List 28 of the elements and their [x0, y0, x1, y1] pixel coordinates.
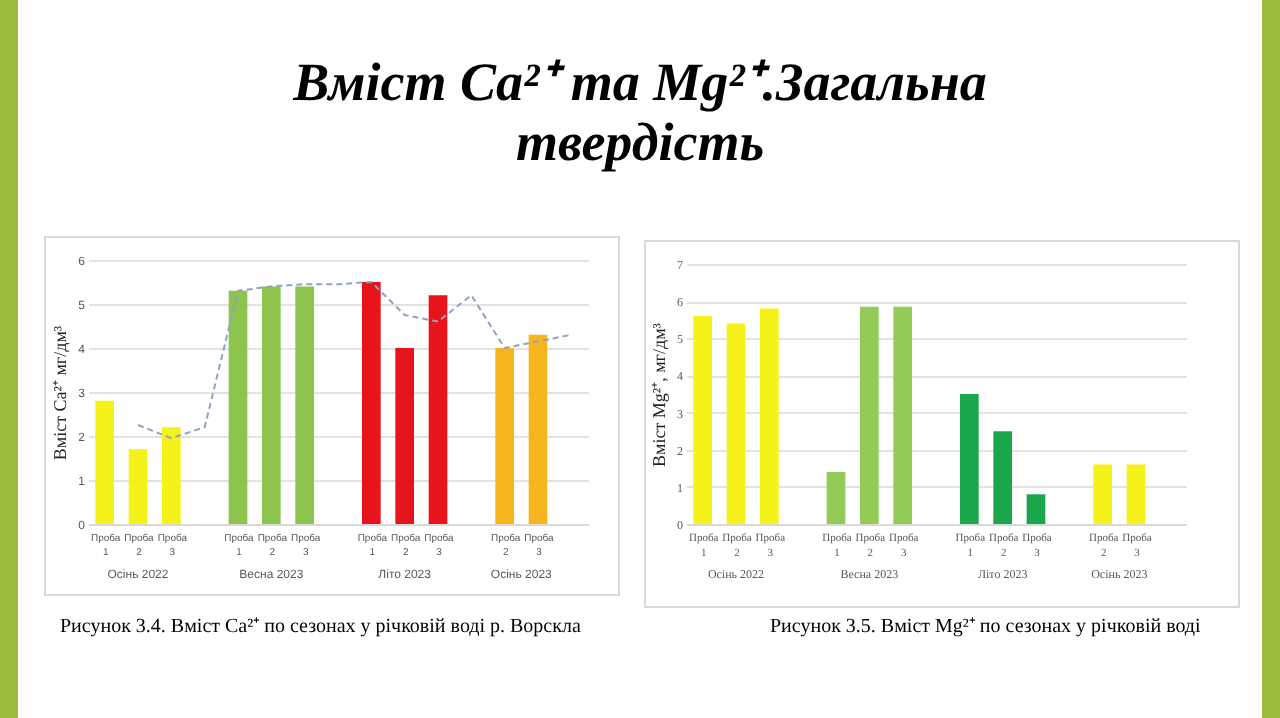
bar [760, 308, 779, 524]
bar [1126, 464, 1146, 524]
bar [726, 323, 746, 524]
y-axis-title: Вміст Mg²⁺, мг/дм³ [649, 322, 669, 467]
text: Рисунок 3.4. Вміст Ca²⁺ по сезонах у річковій воді р. Ворскла [60, 614, 581, 638]
bar [993, 431, 1012, 524]
bar [528, 334, 548, 524]
bar [262, 286, 281, 524]
bar [95, 400, 114, 524]
bar [693, 316, 712, 524]
text: Рисунок 3.5. Вміст Mg²⁺ по сезонах у річковій воді [770, 614, 1201, 638]
bar [826, 472, 846, 524]
bar [960, 394, 979, 524]
bar [228, 290, 248, 524]
y-axis-title: Вміст Ca²⁺ мг/дм³ [50, 325, 71, 461]
bar [128, 449, 148, 524]
bar [162, 427, 181, 524]
bar [362, 282, 381, 524]
bar [495, 348, 514, 524]
chart-title: Вміст Ca²⁺ та Mg²⁺.Загальна твердість [290, 52, 989, 172]
bar [295, 286, 314, 524]
bar [428, 295, 448, 524]
bar [893, 306, 912, 524]
bar [860, 306, 879, 524]
bar [1026, 494, 1046, 524]
bar [1093, 464, 1112, 524]
bar [395, 348, 414, 524]
line-series [137, 281, 573, 440]
